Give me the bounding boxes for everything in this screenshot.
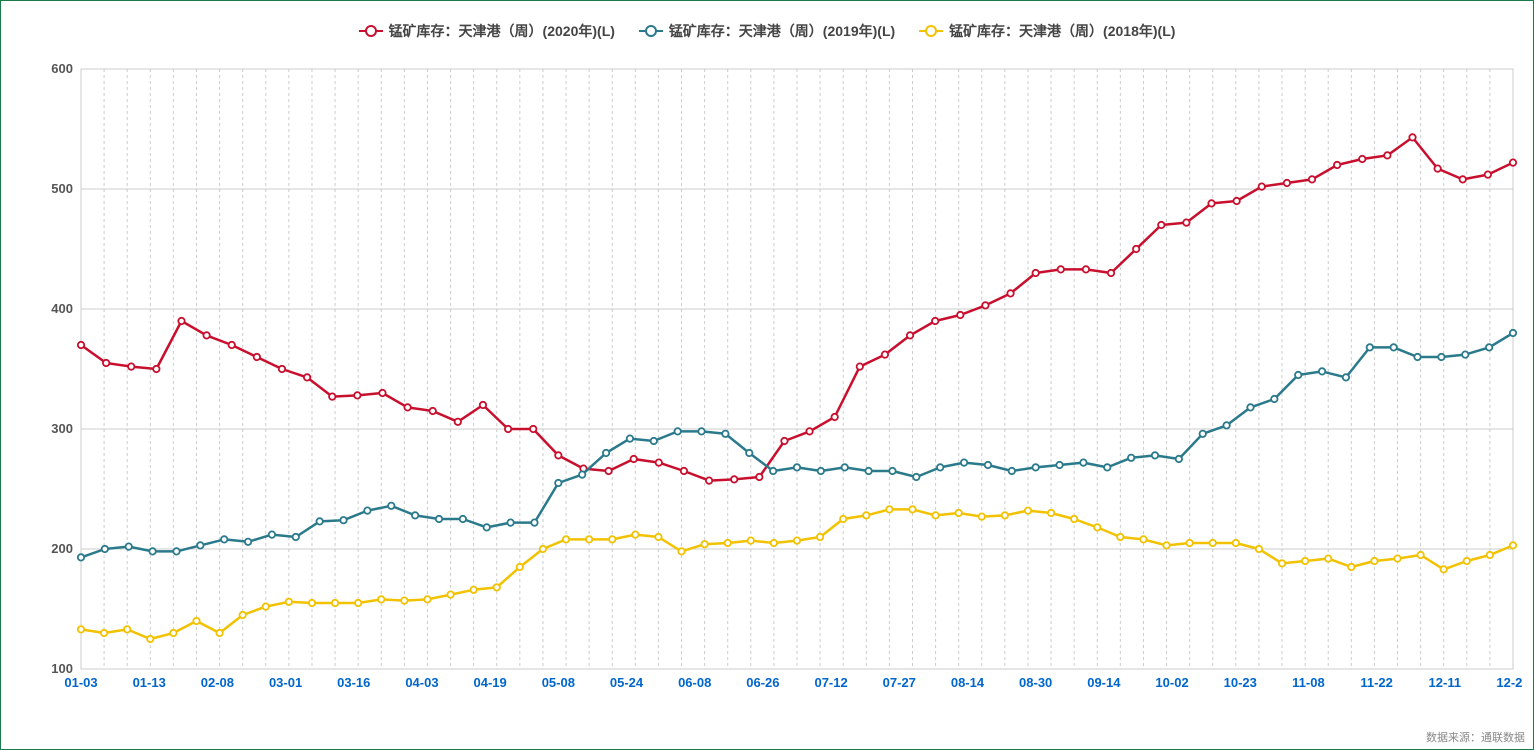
svg-text:03-01: 03-01 [269, 675, 302, 690]
svg-text:08-14: 08-14 [951, 675, 985, 690]
source-label: 数据来源：通联数据 [1426, 729, 1525, 745]
svg-text:06-26: 06-26 [746, 675, 779, 690]
legend: 锰矿库存：天津港（周）(2020年)(L) 锰矿库存：天津港（周）(2019年)… [1, 19, 1533, 41]
svg-text:04-19: 04-19 [474, 675, 507, 690]
svg-text:08-30: 08-30 [1019, 675, 1052, 690]
svg-text:400: 400 [51, 301, 73, 316]
svg-text:10-23: 10-23 [1224, 675, 1257, 690]
svg-text:01-13: 01-13 [133, 675, 166, 690]
svg-text:01-03: 01-03 [64, 675, 97, 690]
svg-text:05-24: 05-24 [610, 675, 644, 690]
svg-text:600: 600 [51, 61, 73, 76]
svg-text:12-11: 12-11 [1429, 675, 1462, 690]
chart-container: 锰矿库存：天津港（周）(2020年)(L) 锰矿库存：天津港（周）(2019年)… [0, 0, 1534, 750]
legend-marker-2019 [639, 30, 663, 32]
svg-text:07-12: 07-12 [814, 675, 847, 690]
legend-marker-2020 [359, 30, 383, 32]
legend-item-2020: 锰矿库存：天津港（周）(2020年)(L) [359, 21, 615, 41]
svg-text:500: 500 [51, 181, 73, 196]
svg-text:10-02: 10-02 [1155, 675, 1188, 690]
svg-text:100: 100 [51, 661, 73, 676]
legend-label: 锰矿库存：天津港（周）(2018年)(L) [949, 21, 1175, 41]
svg-text:11-22: 11-22 [1360, 675, 1393, 690]
svg-text:11-08: 11-08 [1292, 675, 1325, 690]
svg-text:200: 200 [51, 541, 73, 556]
svg-text:09-14: 09-14 [1087, 675, 1121, 690]
legend-label: 锰矿库存：天津港（周）(2019年)(L) [669, 21, 895, 41]
svg-text:02-08: 02-08 [201, 675, 234, 690]
chart-svg: 100 200 300 400 500 600 01-03 01-13 02-08 03-01 03… [41, 61, 1523, 699]
plot-area: 100 200 300 400 500 600 01-03 01-13 02-08 03-01 03… [41, 61, 1523, 699]
svg-text:12-27: 12-27 [1496, 675, 1523, 690]
svg-text:06-08: 06-08 [678, 675, 711, 690]
legend-marker-2018 [919, 30, 943, 32]
svg-text:04-03: 04-03 [405, 675, 438, 690]
svg-text:07-27: 07-27 [883, 675, 916, 690]
legend-item-2018: 锰矿库存：天津港（周）(2018年)(L) [919, 21, 1175, 41]
legend-label: 锰矿库存：天津港（周）(2020年)(L) [389, 21, 615, 41]
svg-text:300: 300 [51, 421, 73, 436]
svg-text:05-08: 05-08 [542, 675, 575, 690]
svg-text:03-16: 03-16 [337, 675, 370, 690]
legend-item-2019: 锰矿库存：天津港（周）(2019年)(L) [639, 21, 895, 41]
